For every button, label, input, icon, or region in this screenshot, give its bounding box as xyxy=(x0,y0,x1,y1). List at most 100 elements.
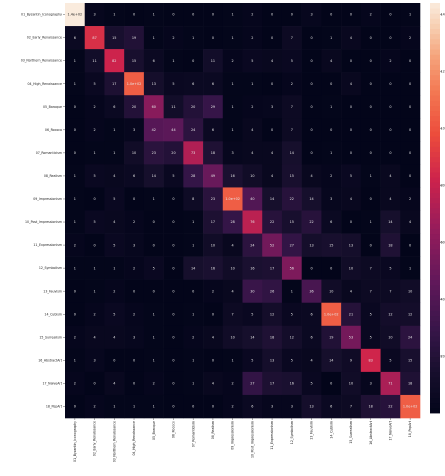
row-label: 10_Post_Impressionism xyxy=(25,220,62,224)
heatmap-cell-label: 4 xyxy=(113,382,115,386)
heatmap-cell-label: 6 xyxy=(153,59,155,63)
heatmap-cell-label: 0 xyxy=(271,13,273,17)
heatmap-cell-label: 0 xyxy=(153,289,155,293)
heatmap-cell-label: 0 xyxy=(389,36,391,40)
heatmap-cell-label: 15 xyxy=(112,36,116,40)
heatmap-cell-label: 82 xyxy=(112,59,116,63)
column-label: 18_PopArt xyxy=(408,420,412,437)
colorbar-segment xyxy=(430,141,440,147)
heatmap-cell-label: 0 xyxy=(153,220,155,224)
heatmap-cell-label: 3 xyxy=(93,359,95,363)
heatmap-cell-label: 12 xyxy=(388,312,392,316)
heatmap-cell-label: 1 xyxy=(74,174,76,178)
heatmap-cell-label: 2 xyxy=(291,82,293,86)
colorbar-segment xyxy=(430,95,440,101)
colorbar-segment xyxy=(430,234,440,240)
heatmap-cell-label: 0 xyxy=(172,359,174,363)
colorbar-segment xyxy=(430,382,440,388)
heatmap-cell-label: 11 xyxy=(92,59,96,63)
colorbar-segment xyxy=(430,126,440,132)
heatmap-cell-label: 4 xyxy=(350,82,352,86)
heatmap-cell-label: 27 xyxy=(250,382,254,386)
heatmap-cell-label: 5 xyxy=(113,312,115,316)
heatmap-cell-label: 0 xyxy=(271,128,273,132)
heatmap-cell-label: 0 xyxy=(310,59,312,63)
heatmap-cell-label: 1 xyxy=(192,382,194,386)
heatmap-cell-label: 0 xyxy=(192,59,194,63)
heatmap-cell-label: 1 xyxy=(113,128,115,132)
heatmap-cell-label: 4 xyxy=(251,151,253,155)
colorbar-segment xyxy=(430,198,440,204)
heatmap-cell-label: 0 xyxy=(192,13,194,17)
colorbar-segment xyxy=(430,100,440,106)
heatmap-cell-label: 2 xyxy=(74,336,76,340)
heatmap-cell-label: 0 xyxy=(330,266,332,270)
heatmap-cell-label: 56 xyxy=(290,266,294,270)
colorbar-segment xyxy=(430,408,440,414)
heatmap-cell-label: 0 xyxy=(74,289,76,293)
heatmap-cell-label: 0 xyxy=(310,82,312,86)
heatmap-cell-label: 16 xyxy=(250,266,254,270)
heatmap-cell-label: 0 xyxy=(172,289,174,293)
heatmap-cell-label: 3 xyxy=(291,405,293,409)
heatmap-cell-label: 0 xyxy=(350,59,352,63)
heatmap-cell-label: 2 xyxy=(212,289,214,293)
heatmap-cell-label: 0 xyxy=(389,13,391,17)
column-label: 05_Baroque xyxy=(152,421,156,440)
heatmap-cell-label: 0 xyxy=(212,359,214,363)
column-label: 14_Cubism xyxy=(329,421,333,439)
heatmap-cell-label: 7 xyxy=(350,405,352,409)
heatmap-cell-label: 52 xyxy=(270,243,274,247)
heatmap-cell-label: 0 xyxy=(93,382,95,386)
heatmap-cell-label: 5 xyxy=(350,174,352,178)
heatmap-cell-label: 22 xyxy=(290,197,294,201)
heatmap-cell-label: 6 xyxy=(330,405,332,409)
heatmap-cell-label: 5 xyxy=(113,243,115,247)
row-label: 11_Expressionism xyxy=(33,243,62,247)
heatmap-cell-label: 5 xyxy=(389,266,391,270)
heatmap-cell-label: 17 xyxy=(112,82,116,86)
heatmap-cell-label: 20 xyxy=(132,105,136,109)
column-label: 04_High_Renaissance xyxy=(132,421,136,456)
heatmap-cell-label: 1 xyxy=(192,359,194,363)
heatmap-cell-label: 4 xyxy=(389,174,391,178)
heatmap-cell-label: 0 xyxy=(350,128,352,132)
heatmap-cell-label: 6 xyxy=(310,312,312,316)
heatmap-cell-label: 1.0e+02 xyxy=(127,82,142,86)
heatmap-cell-label: 0 xyxy=(153,243,155,247)
heatmap-cell-label: 2 xyxy=(113,289,115,293)
heatmap-cell-label: 1 xyxy=(232,359,234,363)
colorbar-tick-label: 20 xyxy=(441,354,445,358)
colorbar-segment xyxy=(430,29,440,35)
heatmap-cell-label: 5 xyxy=(172,82,174,86)
heatmap-cell-label: 0 xyxy=(172,336,174,340)
heatmap-cell-label: 83 xyxy=(369,359,373,363)
heatmap-cell-label: 3 xyxy=(133,243,135,247)
heatmap-cell-label: 13 xyxy=(270,359,274,363)
colorbar-segment xyxy=(430,285,440,291)
heatmap-cell-label: 3 xyxy=(330,197,332,201)
row-label: 16_AbstractArt xyxy=(38,358,63,362)
heatmap-cell-label: 12 xyxy=(270,312,274,316)
row-label: 15_Surrealism xyxy=(39,335,62,339)
colorbar-segment xyxy=(430,8,440,14)
heatmap-cell-label: 14 xyxy=(152,174,156,178)
heatmap-cell-label: 0 xyxy=(74,151,76,155)
colorbar-segment xyxy=(430,362,440,368)
heatmap-cell-label: 0 xyxy=(192,289,194,293)
heatmap-cell-label: 0 xyxy=(370,128,372,132)
heatmap-cell-label: 6 xyxy=(212,82,214,86)
colorbar-tick-label: 60 xyxy=(441,240,445,244)
heatmap-cell-label: 28 xyxy=(230,220,234,224)
colorbar-segment xyxy=(430,352,440,358)
heatmap-cell-label: 49 xyxy=(211,174,215,178)
heatmap-cell-label: 1 xyxy=(232,13,234,17)
heatmap-cell-label: 6 xyxy=(74,36,76,40)
heatmap-cell-label: 42 xyxy=(152,128,156,132)
colorbar-segment xyxy=(430,275,440,281)
heatmap-cell-label: 0 xyxy=(389,82,391,86)
heatmap-cell-label: 1 xyxy=(133,405,135,409)
heatmap-cell-label: 17 xyxy=(211,220,215,224)
heatmap-cell-label: 2 xyxy=(370,13,372,17)
colorbar-segment xyxy=(430,59,440,65)
